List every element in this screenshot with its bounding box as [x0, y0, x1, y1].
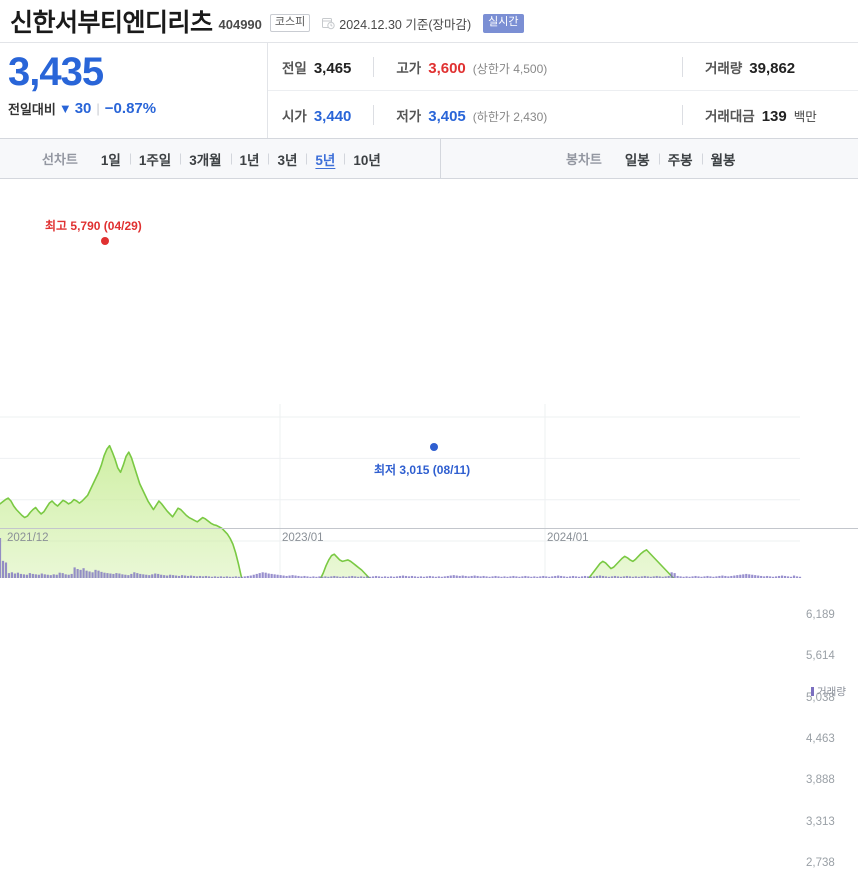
volume-legend: 거래량 [811, 684, 846, 699]
stat-row-amount: 거래대금 139 백만 [668, 91, 858, 138]
x-axis-line [0, 528, 858, 529]
price-stats-middle: 전일 3,465 고가 3,600 (상한가 4,500) 시가 3,440 저… [268, 43, 668, 138]
down-arrow-icon: ▼ [58, 101, 72, 116]
quote-date: 2024.12.30 기준(장마감) [322, 14, 471, 33]
stat-high-value: 3,600 [428, 59, 466, 77]
x-axis-tick-1: 2023/01 [282, 532, 324, 544]
stat-row-open-low: 시가 3,440 저가 3,405 (하한가 2,430) [268, 91, 668, 138]
tabbar-divider [440, 139, 441, 178]
price-summary-panel: 3,435 전일대비 ▼ 30 | −0.87% 전일 3,465 고가 3,6… [0, 42, 858, 139]
market-badge: 코스피 [269, 13, 311, 33]
line-chart-title: 선차트 [42, 152, 78, 167]
x-axis-tick-0: 2021/12 [7, 532, 49, 544]
stat-row-volume: 거래량 39,862 [668, 43, 858, 91]
low-price-annotation: 최저 3,015 (08/11) [374, 463, 471, 477]
calendar-clock-icon [322, 17, 335, 30]
y-axis-tick-1: 5,614 [806, 650, 835, 663]
quote-date-text: 2024.12.30 기준(장마감) [339, 18, 472, 32]
volume-legend-label: 거래량 [817, 686, 846, 698]
current-price-block: 3,435 전일대비 ▼ 30 | −0.87% [0, 43, 268, 138]
stat-prev-close-label: 전일 [282, 60, 307, 76]
stat-high: 고가 3,600 (상한가 4,500) [373, 56, 548, 77]
period-tab-3[interactable]: 1년 [231, 149, 269, 169]
x-axis-tick-2: 2024/01 [547, 532, 589, 544]
current-price: 3,435 [8, 50, 104, 94]
stat-amount-unit: 백만 [793, 109, 817, 124]
y-axis-tick-3: 4,463 [806, 733, 835, 746]
page-header: 신한서부티엔디리츠 404990 코스피 2024.12.30 기준(장마감) … [0, 0, 858, 42]
stat-volume: 거래량 39,862 [682, 56, 796, 77]
stock-name: 신한서부티엔디리츠 [10, 9, 213, 37]
period-tab-4[interactable]: 3년 [268, 149, 306, 169]
candle-chart-tabgroup: 봉차트 일봉 주봉 월봉 [566, 149, 744, 169]
volume-legend-swatch [811, 687, 815, 696]
y-axis-tick-0: 6,189 [806, 609, 835, 621]
chart-canvas[interactable] [0, 179, 858, 578]
chart-tabbar: 선차트 1일 1주일 3개월 1년 3년 5년 10년 봉차트 일봉 주봉 월봉 [0, 139, 858, 179]
candle-tabs: 일봉 주봉 월봉 [616, 149, 745, 169]
price-change-value: 30 [74, 100, 92, 117]
stat-prev-close: 전일 3,465 [282, 57, 351, 77]
period-tab-6[interactable]: 10년 [344, 149, 389, 169]
y-axis-tick-6: 2,738 [806, 857, 835, 869]
period-tab-5[interactable]: 5년 [306, 149, 344, 169]
stat-low-label: 저가 [396, 108, 422, 124]
high-price-annotation: 최고 5,790 (04/29) [45, 219, 142, 233]
price-change-percent: −0.87% [104, 100, 157, 117]
candle-tab-0[interactable]: 일봉 [624, 152, 650, 168]
stat-volume-value: 39,862 [749, 59, 796, 77]
period-tab-2[interactable]: 3개월 [180, 149, 230, 169]
candle-chart-title: 봉차트 [566, 152, 602, 167]
stat-amount-value: 139 [761, 107, 787, 125]
y-axis-tick-5: 3,313 [806, 815, 835, 828]
stat-lower-limit: (하한가 2,430) [472, 109, 548, 124]
candle-tab-1[interactable]: 주봉 [659, 149, 702, 169]
stat-row-prev-high: 전일 3,465 고가 3,600 (상한가 4,500) [268, 43, 668, 91]
stock-chart[interactable]: 6,189 5,614 5,038 4,463 3,888 3,313 2,738 2021… [0, 179, 858, 869]
stat-open: 시가 3,440 [282, 105, 351, 125]
stat-prev-close-value: 3,465 [313, 59, 352, 77]
price-change-separator: | [96, 101, 100, 116]
period-tab-1[interactable]: 1주일 [130, 149, 180, 169]
y-axis-tick-4: 3,888 [806, 774, 835, 787]
realtime-badge: 실시간 [483, 14, 524, 33]
stat-upper-limit: (상한가 4,500) [472, 61, 548, 76]
stat-amount-label: 거래대금 [705, 108, 755, 124]
stat-open-label: 시가 [282, 108, 307, 124]
stat-low-value: 3,405 [428, 107, 466, 125]
stat-open-value: 3,440 [313, 107, 352, 125]
stat-volume-label: 거래량 [705, 60, 743, 76]
price-stats-right: 거래량 39,862 거래대금 139 백만 [668, 43, 858, 138]
period-tabs: 1일 1주일 3개월 1년 3년 5년 10년 [92, 149, 390, 169]
price-change-row: 전일대비 ▼ 30 | −0.87% [8, 99, 267, 118]
stock-code: 404990 [218, 16, 262, 32]
period-tab-0[interactable]: 1일 [100, 152, 121, 168]
price-change-label: 전일대비 [8, 102, 56, 117]
stat-high-label: 고가 [396, 60, 422, 76]
candle-tab-2[interactable]: 월봉 [702, 149, 745, 169]
line-chart-tabgroup: 선차트 1일 1주일 3개월 1년 3년 5년 10년 [0, 149, 390, 169]
stat-low: 저가 3,405 (하한가 2,430) [373, 104, 548, 125]
stat-amount: 거래대금 139 백만 [682, 104, 817, 125]
